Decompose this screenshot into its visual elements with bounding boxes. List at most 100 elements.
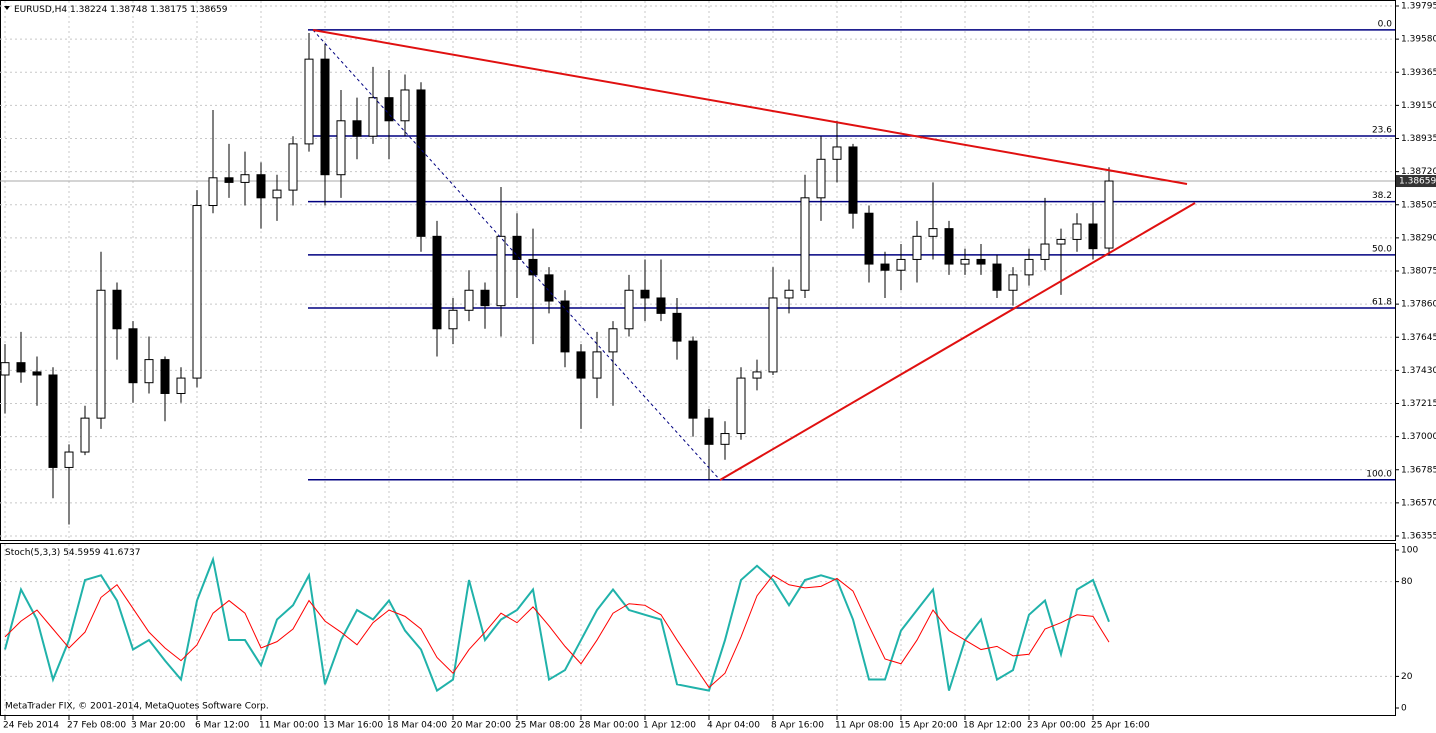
candle-body (464, 289, 474, 311)
candle-body (784, 289, 794, 299)
candle-body (1056, 238, 1066, 245)
candle-body (832, 146, 842, 160)
x-tick-label: 25 Mar 08:00 (515, 721, 575, 731)
y-tick-label: 1.38075 (1401, 267, 1436, 277)
candle-body (608, 328, 618, 353)
x-tick-label: 13 Mar 16:00 (323, 721, 383, 731)
candle-body (1104, 180, 1114, 249)
last-price-box (1396, 175, 1436, 188)
y-tick-label: 1.38505 (1401, 200, 1436, 210)
x-tick-label: 11 Mar 00:00 (259, 721, 319, 731)
y-tick-label: 1.36355 (1401, 532, 1436, 542)
x-tick-label: 6 Mar 12:00 (195, 721, 250, 731)
symbol: EURUSD,H4 (14, 5, 67, 15)
candle-body (1008, 274, 1018, 291)
fib-level-label: 38.2 (1372, 191, 1392, 201)
candle-body (336, 120, 346, 176)
candle-body (80, 417, 90, 453)
last-price-label: 1.38659 (1399, 177, 1436, 187)
candle-body (1040, 243, 1050, 260)
y-tick-label: 1.38290 (1401, 233, 1436, 243)
candle-body (256, 174, 266, 199)
fib-level-label: 50.0 (1372, 244, 1392, 254)
fib-level-label: 61.8 (1372, 297, 1392, 307)
stoch-panel (0, 543, 1396, 716)
x-tick-label: 15 Apr 20:00 (899, 721, 958, 731)
candle-body (976, 258, 986, 265)
x-tick-label: 20 Mar 20:00 (451, 721, 511, 731)
candle-body (896, 258, 906, 271)
x-tick-label: 4 Apr 04:00 (707, 721, 760, 731)
candle-body (880, 263, 890, 271)
candle-body (560, 300, 570, 353)
candle-body (352, 120, 362, 137)
candle-body (384, 97, 394, 122)
candle-body (800, 197, 810, 291)
candle-body (928, 228, 938, 237)
candle-body (720, 433, 730, 445)
candle-body (96, 289, 106, 419)
open: 1.38224 (70, 5, 107, 15)
fib-level-label: 100.0 (1366, 469, 1392, 479)
candle-body (640, 289, 650, 299)
candle-body (672, 312, 682, 342)
x-tick-label: 24 Feb 2014 (3, 721, 59, 731)
candle-body (304, 58, 314, 145)
y-tick-label: 1.38720 (1401, 167, 1436, 177)
candle-body (0, 362, 10, 376)
candle-body (768, 297, 778, 373)
y-tick-label: 1.38935 (1401, 134, 1436, 144)
stoch-k: 54.5959 (63, 548, 100, 558)
candle-body (208, 177, 218, 207)
candle-body (656, 297, 666, 314)
candle-body (16, 362, 26, 373)
y-tick-label: 1.36785 (1401, 465, 1436, 475)
candle-body (400, 89, 410, 122)
y-tick-label: 100 (1401, 546, 1418, 556)
candle-body (176, 377, 186, 394)
candle-body (432, 235, 442, 330)
x-tick-label: 18 Mar 04:00 (387, 721, 447, 731)
candle-body (576, 351, 586, 379)
candle-body (848, 146, 858, 214)
stoch-line (4, 555, 1110, 693)
trend-line-upper (312, 29, 1188, 185)
x-tick-label: 1 Apr 12:00 (643, 721, 696, 731)
close: 1.38659 (190, 5, 227, 15)
candle-body (624, 289, 634, 330)
high: 1.38748 (110, 5, 147, 15)
x-tick-label: 27 Feb 08:00 (67, 721, 126, 731)
candle-body (752, 371, 762, 379)
stoch-line (4, 574, 1110, 689)
candle-body (688, 340, 698, 419)
candle-body (1024, 258, 1034, 276)
candle-body (512, 235, 522, 260)
fib-baseline (312, 29, 721, 481)
x-tick-label: 8 Apr 16:00 (771, 721, 824, 731)
y-tick-label: 1.39150 (1401, 101, 1436, 111)
y-tick-label: 80 (1401, 577, 1413, 587)
y-tick-label: 1.36570 (1401, 498, 1436, 508)
candle-body (240, 174, 250, 183)
x-tick-label: 18 Apr 12:00 (963, 721, 1022, 731)
stoch-d: 41.6737 (103, 548, 140, 558)
candle-body (944, 228, 954, 265)
candle-body (128, 328, 138, 384)
candle-body (960, 258, 970, 265)
low: 1.38175 (150, 5, 187, 15)
candle-body (416, 89, 426, 237)
candle-body (144, 359, 154, 384)
candle-body (864, 212, 874, 265)
candle-body (320, 58, 330, 176)
x-tick-label: 28 Mar 00:00 (579, 721, 639, 731)
candle-body (528, 258, 538, 276)
candle-body (288, 143, 298, 191)
candle-body (480, 289, 490, 307)
candle-body (160, 359, 170, 394)
marks: 0.0 23.6 38.2 50.0 61.8 100.0 (0, 19, 1395, 693)
candle-body (544, 274, 554, 302)
y-tick-label: 1.39365 (1401, 68, 1436, 78)
candle-body (912, 235, 922, 260)
y-tick-label: 1.39795 (1401, 2, 1436, 12)
candle-body (496, 235, 506, 307)
